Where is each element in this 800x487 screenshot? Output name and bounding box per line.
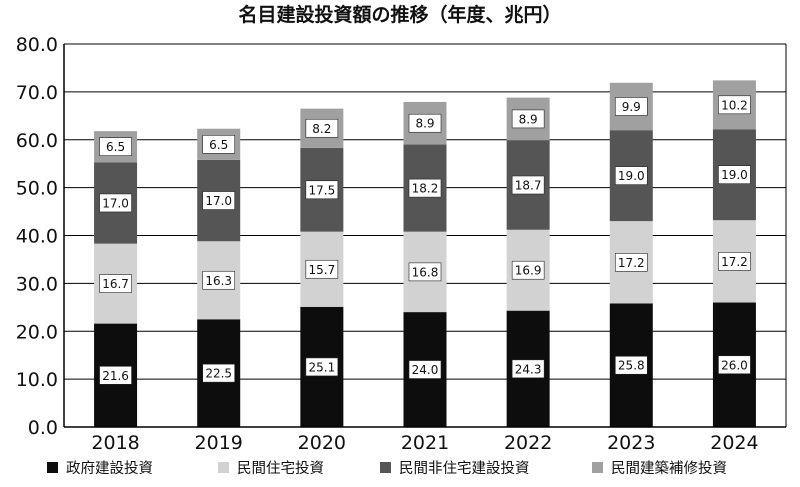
x-tick-label: 2019	[195, 432, 243, 454]
legend-swatch	[380, 462, 391, 473]
data-label-box	[202, 191, 236, 210]
y-tick-label: 50.0	[16, 178, 58, 200]
data-label: 18.7	[515, 178, 542, 192]
data-label-box	[305, 259, 339, 279]
x-tick-label: 2020	[298, 432, 346, 454]
data-label-box	[99, 365, 132, 385]
data-label: 17.0	[205, 194, 232, 208]
data-label-box	[511, 109, 545, 129]
data-label-box	[511, 175, 545, 195]
data-label-box	[202, 270, 236, 290]
bars-layer: 21.6 16.7 17.0 6.5 22.5 16.3 17.0 6.5 25.1 15.7 17…	[94, 80, 756, 427]
data-label-box	[511, 260, 545, 280]
data-label: 25.8	[618, 359, 645, 373]
x-tick-label: 2018	[91, 432, 139, 454]
data-label: 6.5	[209, 138, 228, 152]
y-tick-label: 0.0	[28, 417, 58, 439]
data-label-box	[718, 165, 751, 184]
data-label: 9.9	[622, 100, 641, 114]
data-label-box	[511, 359, 545, 379]
data-label-box	[408, 178, 442, 198]
legend-label: 民間建築補修投資	[611, 459, 727, 477]
data-label-box	[614, 355, 648, 375]
data-label-box	[614, 253, 648, 272]
data-label-box	[408, 262, 442, 282]
y-tick-label: 40.0	[16, 226, 58, 248]
legend-label: 民間非住宅建設投資	[399, 460, 530, 477]
data-label: 16.9	[515, 264, 542, 278]
data-label: 26.0	[721, 358, 748, 372]
data-label-box	[614, 97, 648, 116]
y-tick-label: 10.0	[16, 369, 58, 391]
data-label: 16.8	[412, 265, 439, 279]
data-label: 8.9	[519, 112, 538, 126]
x-tick-label: 2021	[401, 432, 449, 454]
legend-swatch	[592, 462, 603, 473]
y-tick-label: 30.0	[16, 273, 58, 295]
chart-title: 名目建設投資額の推移（年度、兆円）	[238, 3, 561, 26]
data-label: 10.2	[721, 98, 748, 112]
x-tick-label: 2024	[710, 432, 758, 454]
data-label: 17.2	[721, 255, 748, 269]
legend: 政府建設投資 民間住宅投資 民間非住宅建設投資 民間建築補修投資	[47, 459, 727, 477]
data-label: 24.0	[412, 363, 439, 377]
data-label: 17.2	[618, 256, 645, 270]
data-label: 17.0	[102, 196, 129, 210]
data-label: 17.5	[308, 183, 335, 197]
data-label: 19.0	[618, 169, 645, 183]
data-label-box	[408, 360, 442, 379]
data-label: 16.3	[205, 274, 232, 288]
data-label-box	[614, 166, 648, 185]
data-label-box	[718, 95, 751, 115]
data-label-box	[202, 134, 236, 154]
data-label-box	[202, 363, 236, 383]
data-label-box	[99, 193, 132, 213]
legend-swatch	[47, 462, 58, 473]
data-label-box	[305, 118, 339, 138]
data-label-box	[305, 357, 339, 377]
data-label: 8.9	[415, 117, 434, 131]
y-tick-label: 60.0	[16, 130, 58, 152]
data-label: 21.6	[102, 369, 129, 383]
x-tick-label: 2022	[504, 432, 552, 454]
data-label-box	[99, 137, 132, 156]
y-tick-label: 20.0	[16, 321, 58, 343]
data-label: 16.7	[102, 277, 129, 291]
data-label-box	[718, 355, 751, 375]
data-label: 24.3	[515, 362, 542, 376]
data-label: 25.1	[308, 360, 335, 374]
data-label: 18.2	[412, 182, 439, 196]
data-label: 6.5	[106, 140, 125, 154]
data-label: 8.2	[312, 122, 331, 136]
data-label-box	[718, 252, 751, 271]
axis-layer: 0.0 10.0 20.0 30.0 40.0 50.0 60.0 70.0 80.0 2018 2…	[16, 34, 787, 454]
data-label-box	[99, 274, 132, 293]
data-label-box	[408, 113, 442, 133]
y-tick-label: 70.0	[16, 82, 58, 104]
legend-label: 政府建設投資	[66, 460, 153, 477]
data-label: 15.7	[308, 263, 335, 277]
y-tick-label: 80.0	[16, 34, 58, 56]
data-label-box	[305, 180, 339, 200]
data-label: 22.5	[205, 367, 232, 381]
legend-label: 民間住宅投資	[237, 460, 324, 477]
legend-swatch	[218, 462, 229, 473]
x-tick-label: 2023	[607, 432, 655, 454]
data-label: 19.0	[721, 168, 748, 182]
